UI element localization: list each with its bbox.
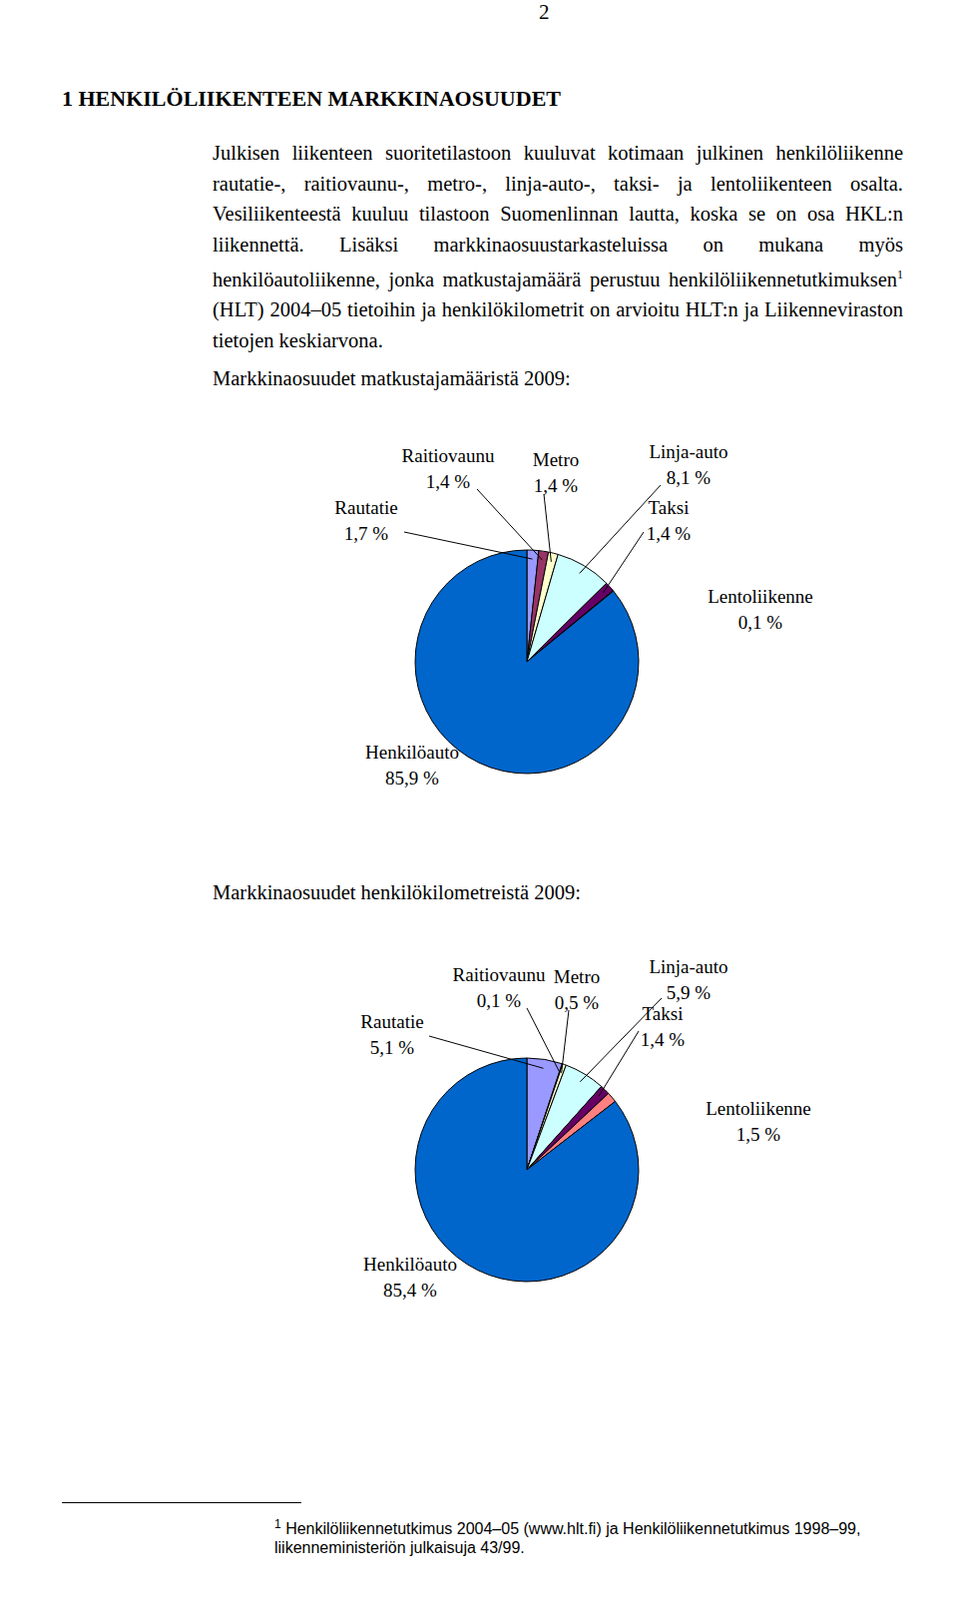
svg-text:Rautatie5,1 %: Rautatie5,1 % (360, 1010, 424, 1058)
html-text:Julkisen liikenteen suoritetil: Julkisen liikenteen suoritetilastoon kuu… (212, 141, 904, 291)
html-text:Markkinaosuudet matkustajamäär: Markkinaosuudet matkustajamääristä 2009: (212, 367, 571, 390)
svg-text:Metro0,5 %: Metro0,5 % (553, 965, 600, 1013)
html-text:1Henkilöliikennetutkimus 2004–: 1Henkilöliikennetutkimus 2004–05 (www.hl… (274, 1516, 861, 1557)
svg-text:Linja-auto8,1 %: Linja-auto8,1 % (648, 441, 728, 488)
svg-text:Raitiovaunu0,1 %: Raitiovaunu0,1 % (453, 963, 546, 1011)
svg-text:Taksi1,4 %: Taksi1,4 % (646, 496, 692, 544)
html-text:1 HENKILÖLIIKENTEEN MARKKINAOS: 1 HENKILÖLIIKENTEEN MARKKINAOSUUDET (61, 85, 561, 111)
svg-text:Henkilöauto85,4 %: Henkilöauto85,4 % (363, 1253, 458, 1301)
svg-text:Lentoliikenne0,1 %: Lentoliikenne0,1 % (707, 585, 814, 633)
svg-text:Linja-auto5,9 %: Linja-auto5,9 % (648, 956, 728, 1003)
html-text:2: 2 (538, 0, 550, 24)
svg-text:Raitiovaunu1,4 %: Raitiovaunu1,4 % (402, 445, 495, 492)
svg-text:Henkilöauto85,9 %: Henkilöauto85,9 % (365, 741, 460, 789)
html-text:Markkinaosuudet henkilökilomet: Markkinaosuudet henkilökilometreistä 200… (212, 881, 581, 904)
html-text:(HLT) 2004–05 tietoihin ja hen: (HLT) 2004–05 tietoihin ja henkilökilome… (212, 298, 904, 352)
svg-text:Rautatie1,7 %: Rautatie1,7 % (334, 496, 398, 544)
svg-text:Lentoliikenne1,5 %: Lentoliikenne1,5 % (705, 1097, 812, 1145)
svg-text:Metro1,4 %: Metro1,4 % (532, 449, 579, 496)
svg-text:Taksi1,4 %: Taksi1,4 % (640, 1002, 686, 1050)
